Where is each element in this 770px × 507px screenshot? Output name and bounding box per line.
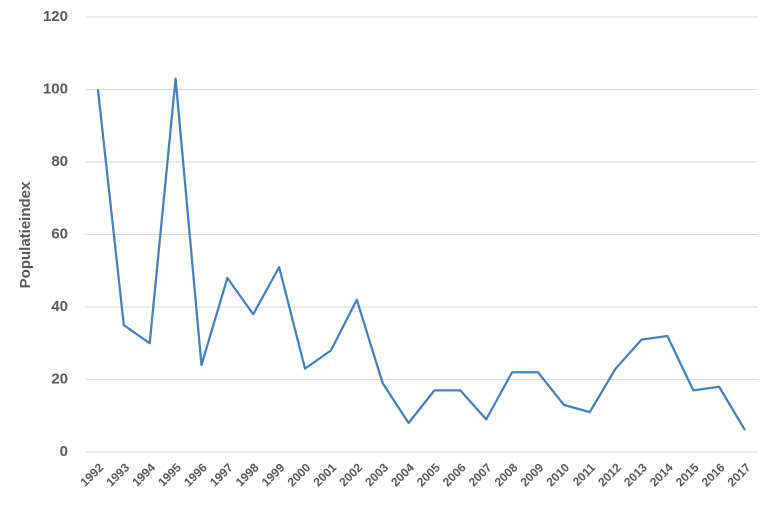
x-tick-label: 2002: [336, 460, 365, 489]
y-tick-label: 100: [43, 80, 68, 97]
data-line: [96, 77, 747, 431]
x-tick-label: 2013: [621, 460, 650, 489]
x-tick-label: 1996: [181, 460, 210, 489]
x-tick-label: 2007: [466, 460, 495, 489]
x-tick-label: 2010: [543, 460, 572, 489]
x-tick-label: 2012: [595, 460, 624, 489]
x-tick-label: 2000: [285, 460, 314, 489]
x-tick-label: 2004: [388, 460, 417, 489]
x-tick-label: 2008: [492, 460, 521, 489]
y-tick-label: 40: [51, 298, 68, 315]
x-tick-label: 2003: [362, 460, 391, 489]
y-axis-label: Populatieindex: [17, 181, 34, 288]
y-tick-label: 120: [43, 8, 68, 25]
x-tick-label: 1999: [259, 460, 288, 489]
x-tick-label: 2005: [414, 460, 443, 489]
y-tick-label: 20: [51, 370, 68, 387]
y-tick-label: 80: [51, 153, 68, 170]
y-tick-label: 60: [51, 225, 68, 242]
x-tick-label: 2011: [570, 460, 599, 489]
x-tick-label: 1992: [78, 460, 107, 489]
x-tick-label: 2017: [725, 460, 754, 489]
x-tick-label: 2014: [647, 460, 676, 489]
x-tick-label: 1993: [103, 460, 132, 489]
x-tick-label: 1998: [233, 460, 262, 489]
x-tick-label: 2016: [699, 460, 728, 489]
x-tick-label: 2001: [310, 460, 339, 489]
x-tick-label: 1994: [129, 460, 158, 489]
x-tick-label: 2015: [673, 460, 702, 489]
x-tick-label: 2009: [518, 460, 547, 489]
x-tick-label: 1995: [155, 460, 184, 489]
x-tick-label: 1997: [207, 460, 236, 489]
y-tick-label: 0: [60, 443, 68, 460]
x-tick-label: 2006: [440, 460, 469, 489]
